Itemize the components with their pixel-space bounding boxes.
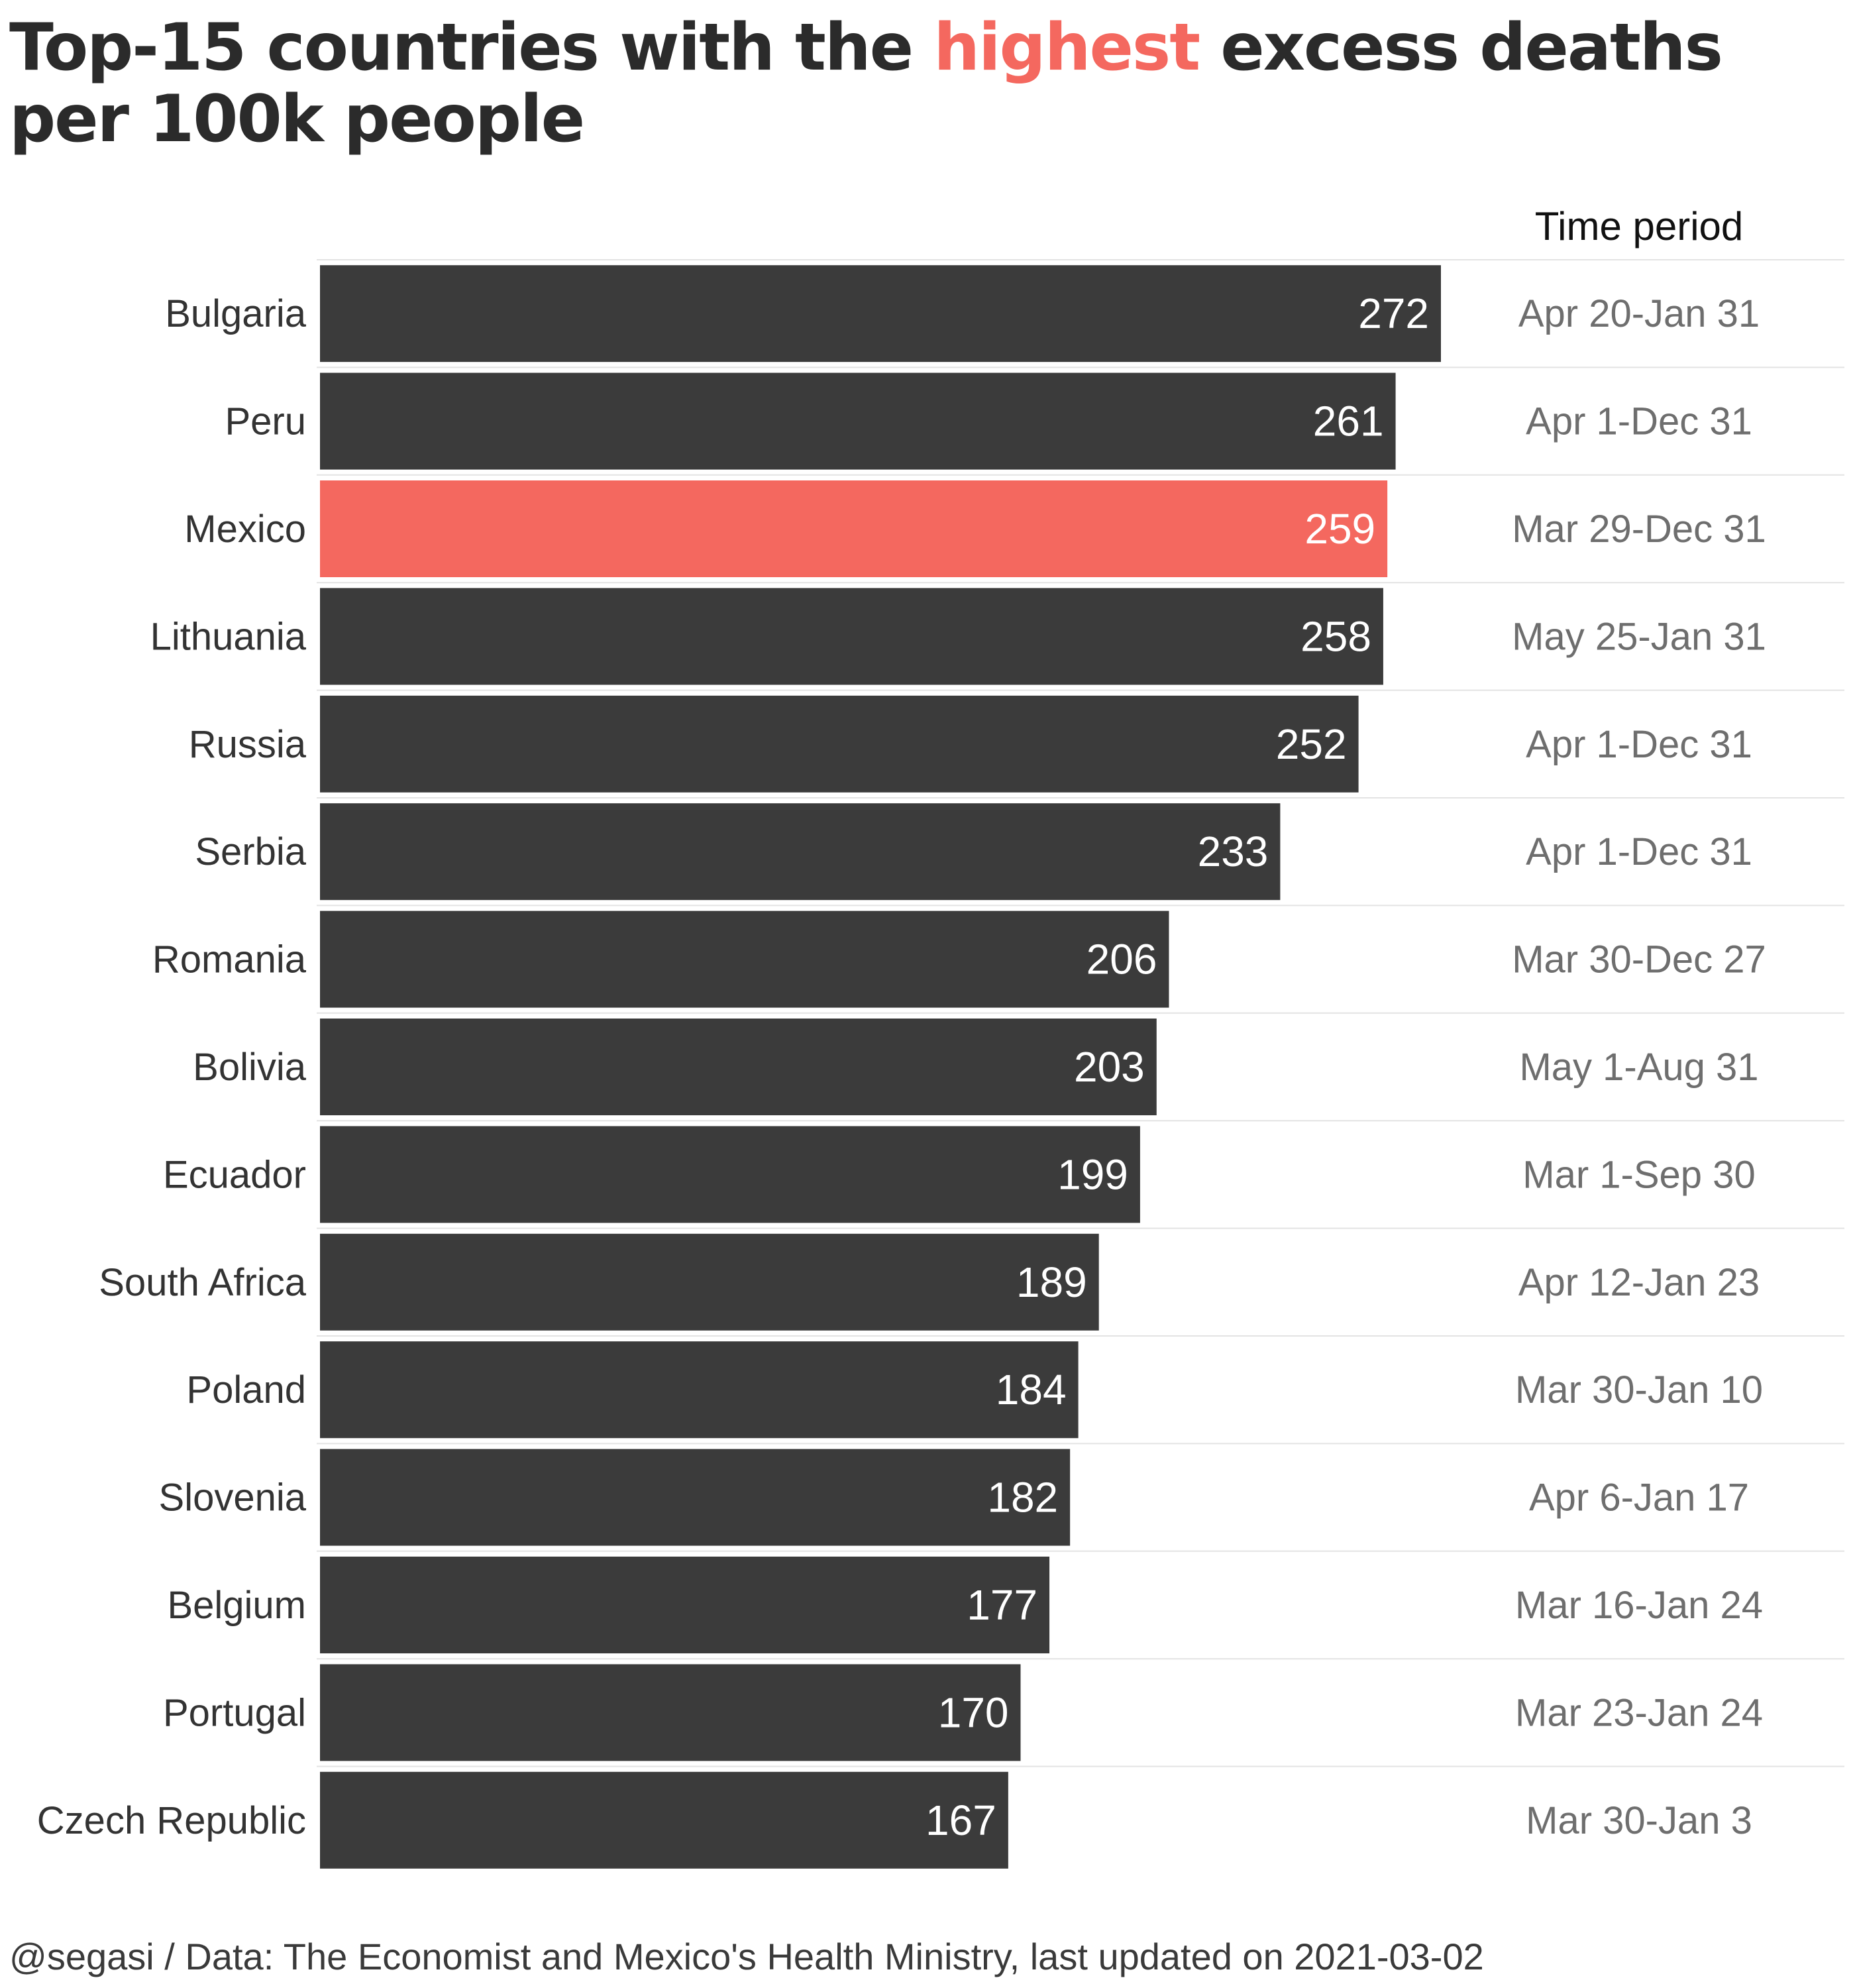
- bar-value-label: 184: [996, 1366, 1067, 1413]
- bar-value-label: 182: [987, 1474, 1058, 1521]
- time-period-value: Apr 1-Dec 31: [1526, 723, 1752, 766]
- title-part-2: excess deaths per 100k people: [9, 10, 1723, 157]
- bar-south-africa: [320, 1233, 1099, 1331]
- time-period-value: Mar 30-Jan 10: [1515, 1368, 1763, 1411]
- bar-value-label: 189: [1016, 1258, 1087, 1306]
- bar-value-label: 233: [1198, 828, 1269, 875]
- country-label: Romania: [152, 938, 307, 981]
- time-period-value: Apr 1-Dec 31: [1526, 400, 1752, 443]
- bar-value-label: 199: [1057, 1150, 1128, 1198]
- time-period-value: Mar 30-Jan 3: [1526, 1799, 1752, 1842]
- bar-chart: Time period 272 Bulgaria Apr 20-Jan 31 261 Pe…: [37, 204, 1844, 1869]
- time-period-value: Mar 23-Jan 24: [1515, 1691, 1763, 1734]
- bar-belgium: [320, 1557, 1050, 1653]
- time-period-value: Apr 1-Dec 31: [1526, 830, 1752, 873]
- country-label: Bulgaria: [165, 292, 307, 335]
- bar-value-label: 203: [1074, 1043, 1145, 1091]
- title-highlight: highest: [933, 10, 1200, 85]
- bar-romania: [320, 911, 1169, 1008]
- bar-value-label: 258: [1300, 612, 1371, 660]
- bar-bulgaria: [320, 265, 1441, 362]
- time-period-value: Mar 1-Sep 30: [1522, 1153, 1755, 1196]
- time-period-value: Apr 20-Jan 31: [1518, 292, 1760, 335]
- time-period-value: Apr 12-Jan 23: [1518, 1261, 1760, 1304]
- bar-slovenia: [320, 1449, 1071, 1546]
- country-label: Belgium: [167, 1584, 306, 1627]
- country-label: Peru: [225, 400, 306, 443]
- chart-title: Top-15 countries with the highest excess…: [9, 12, 1838, 155]
- country-label: Poland: [186, 1368, 306, 1411]
- time-period-value: Mar 30-Dec 27: [1512, 938, 1766, 981]
- country-label: Russia: [189, 723, 307, 766]
- bar-lithuania: [320, 588, 1383, 685]
- bar-value-label: 259: [1304, 505, 1375, 553]
- bar-value-label: 261: [1313, 398, 1384, 445]
- country-label: Portugal: [163, 1691, 306, 1734]
- bar-peru: [320, 372, 1396, 470]
- bar-bolivia: [320, 1019, 1157, 1115]
- title-part-1: Top-15 countries with the: [9, 10, 934, 85]
- time-period-value: May 1-Aug 31: [1519, 1046, 1758, 1089]
- bar-poland: [320, 1341, 1079, 1439]
- country-label: Slovenia: [159, 1476, 307, 1519]
- bar-russia: [320, 695, 1359, 793]
- country-label: Mexico: [184, 508, 306, 551]
- country-label: Serbia: [195, 830, 306, 873]
- country-label: Lithuania: [150, 615, 307, 658]
- bar-value-label: 170: [938, 1688, 1009, 1736]
- country-label: Bolivia: [193, 1046, 307, 1089]
- bar-value-label: 177: [967, 1581, 1037, 1629]
- bar-mexico: [320, 480, 1388, 577]
- source-caption: @segasi / Data: The Economist and Mexico…: [9, 1936, 1484, 1977]
- bar-value-label: 272: [1358, 290, 1429, 337]
- country-label: Czech Republic: [37, 1799, 306, 1842]
- time-period-header: Time period: [1535, 204, 1744, 248]
- time-period-value: Mar 29-Dec 31: [1512, 508, 1766, 551]
- bar-value-label: 206: [1086, 936, 1157, 983]
- bar-value-label: 167: [926, 1796, 996, 1844]
- time-period-value: May 25-Jan 31: [1512, 615, 1766, 658]
- time-period-value: Apr 6-Jan 17: [1529, 1476, 1749, 1519]
- bar-ecuador: [320, 1126, 1140, 1223]
- bar-czech-republic: [320, 1771, 1008, 1869]
- country-label: South Africa: [99, 1261, 306, 1304]
- country-label: Ecuador: [163, 1153, 306, 1196]
- bar-portugal: [320, 1664, 1021, 1761]
- bar-serbia: [320, 803, 1281, 901]
- bar-value-label: 252: [1276, 720, 1347, 768]
- time-period-value: Mar 16-Jan 24: [1515, 1584, 1763, 1627]
